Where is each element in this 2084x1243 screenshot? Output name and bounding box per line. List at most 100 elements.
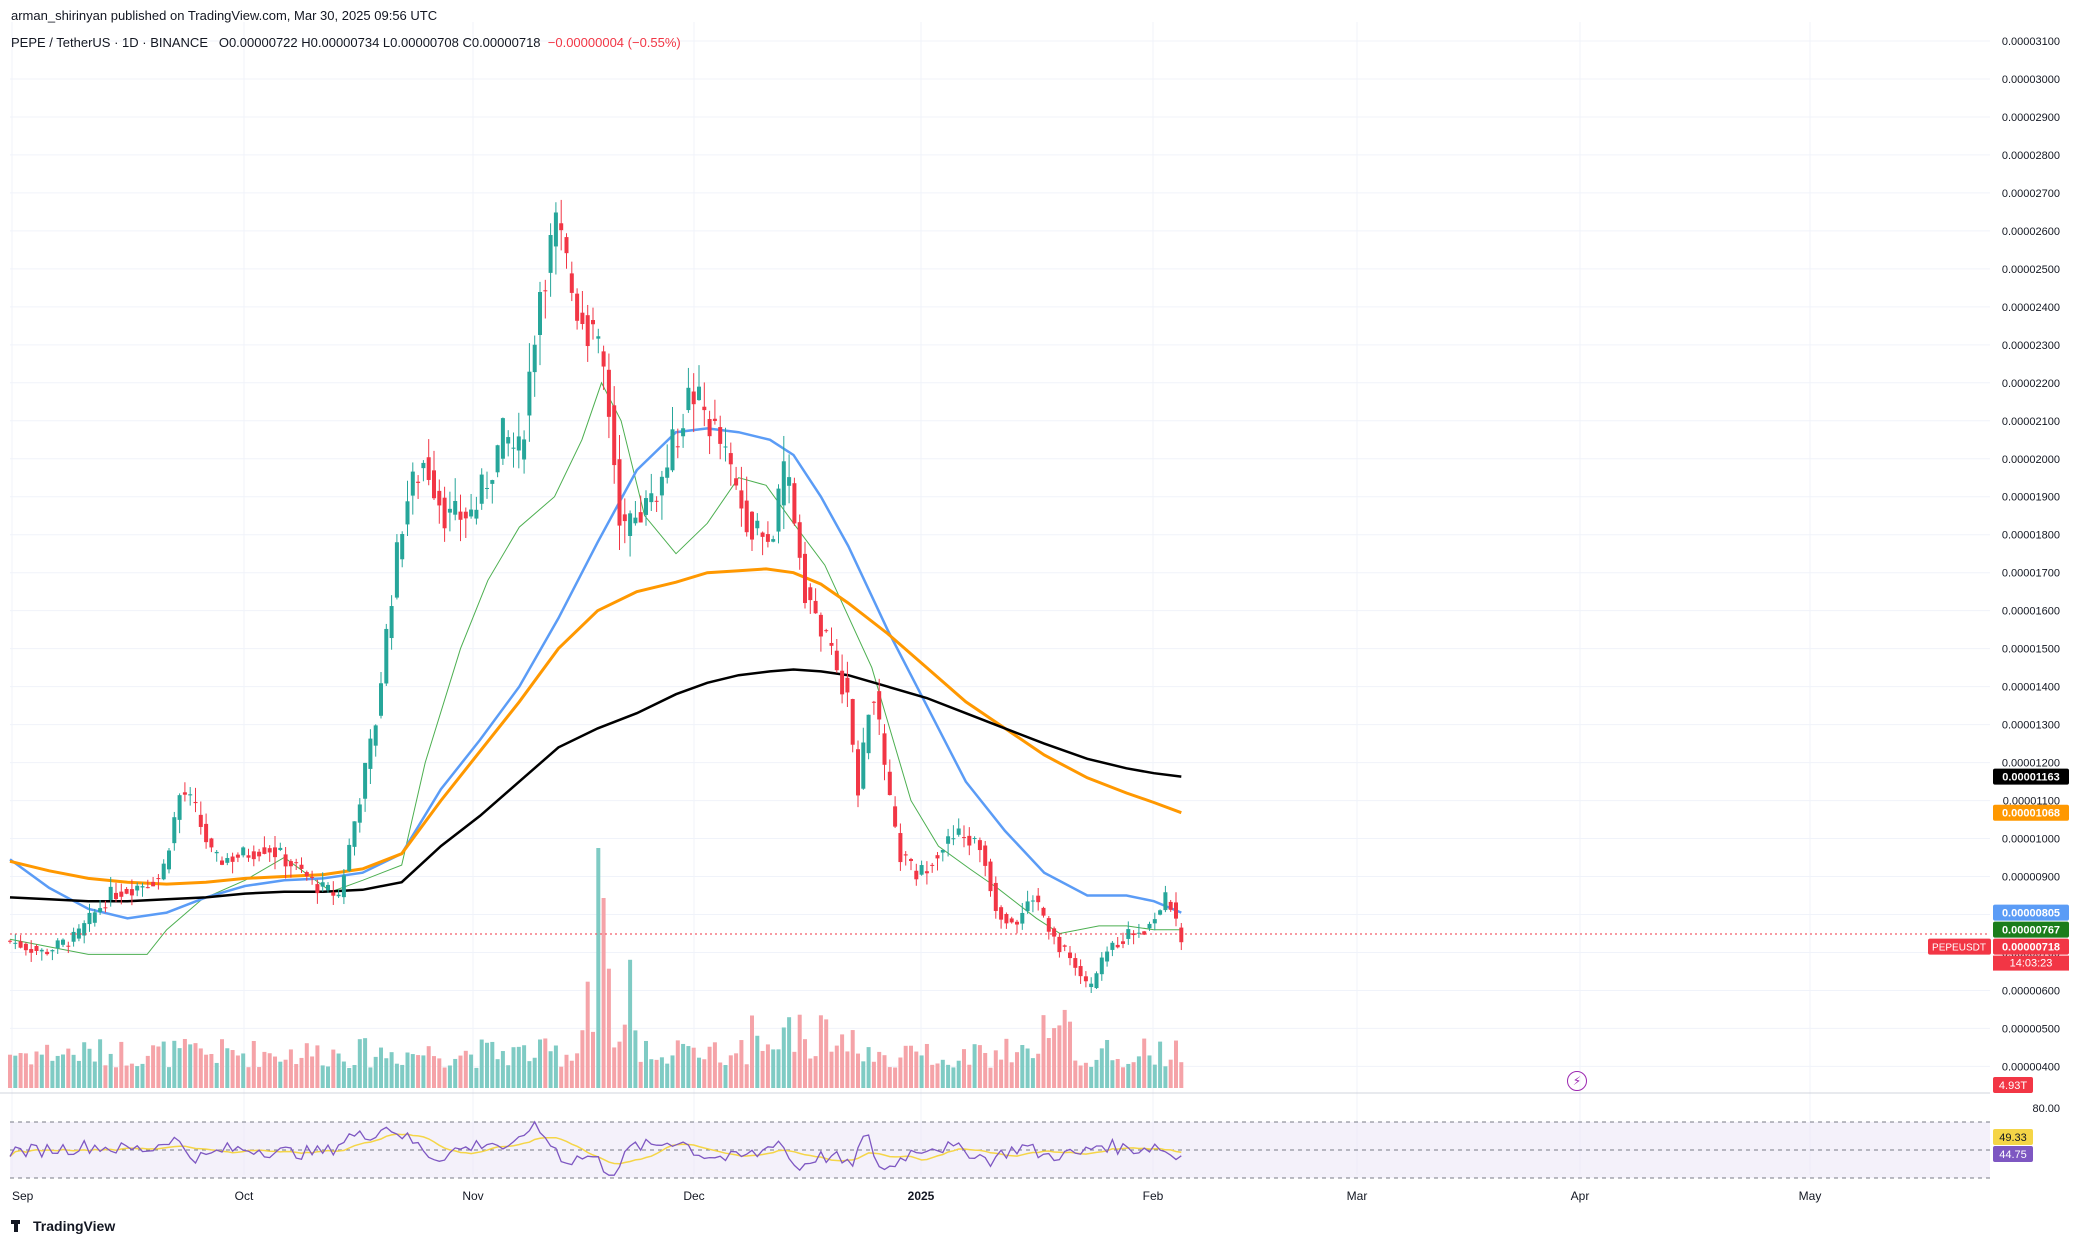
candle-body — [304, 872, 309, 877]
volume-bar — [697, 1057, 701, 1088]
candle-body — [61, 939, 65, 945]
volume-bar — [495, 1059, 500, 1088]
volume-bar — [824, 1019, 829, 1088]
volume-bar — [426, 1046, 431, 1088]
candle-body — [432, 470, 436, 499]
candle-body — [373, 725, 378, 746]
volume-bar — [532, 1057, 537, 1088]
volume-bar — [771, 1049, 776, 1088]
candle-body — [681, 428, 686, 437]
candle-body — [712, 418, 717, 421]
volume-bar — [951, 1067, 956, 1088]
candle-body — [39, 949, 44, 952]
volume-bar — [114, 1067, 118, 1088]
y-tick-label: 0.00002300 — [2002, 340, 2060, 352]
candle-body — [506, 437, 511, 444]
volume-bar — [336, 1053, 341, 1088]
volume-bar — [347, 1067, 352, 1088]
volume-bar — [432, 1056, 436, 1088]
volume-bar — [98, 1039, 103, 1088]
candle-body — [723, 446, 728, 448]
volume-bar — [140, 1063, 145, 1088]
candle-body — [1179, 927, 1184, 943]
volume-bar — [257, 1067, 262, 1088]
volume-bar — [988, 1067, 993, 1088]
candle-body — [161, 863, 166, 880]
candle-body — [172, 817, 177, 844]
volume-bar — [66, 1048, 71, 1088]
candle-body — [728, 453, 733, 465]
y-tick-label: 0.00003100 — [2002, 36, 2060, 48]
candle-body — [55, 940, 60, 949]
volume-bar — [474, 1067, 479, 1088]
volume-bar — [516, 1046, 521, 1088]
x-tick-label: Oct — [235, 1189, 254, 1203]
candle-body — [511, 447, 516, 449]
price-change: −0.00000004 (−0.55%) — [547, 35, 681, 50]
volume-bar — [1131, 1062, 1136, 1088]
candle-body — [956, 828, 961, 835]
candle-body — [877, 691, 882, 720]
y-tick-label: 0.00001500 — [2002, 644, 2060, 656]
candle-body — [538, 292, 542, 335]
candle-body — [781, 461, 786, 506]
candle-body — [1089, 983, 1094, 988]
volume-bar — [182, 1038, 187, 1088]
candle-body — [214, 851, 219, 854]
candle-body — [930, 864, 935, 866]
volume-bar — [681, 1043, 686, 1088]
volume-bar — [352, 1065, 357, 1088]
candle-body — [553, 212, 558, 247]
candle-body — [34, 945, 39, 952]
volume-bar — [553, 1045, 558, 1088]
volume-bar — [654, 1059, 659, 1088]
volume-bar — [384, 1058, 389, 1088]
candle-body — [691, 391, 696, 405]
candle-body — [363, 762, 368, 799]
candle-body — [8, 940, 12, 942]
volume-bar — [379, 1047, 383, 1088]
candle-body — [601, 351, 606, 367]
y-tick-label: 0.00001600 — [2002, 606, 2060, 618]
y-tick-label: 0.00001000 — [2002, 834, 2060, 846]
volume-bar — [50, 1060, 55, 1088]
volume-bar — [23, 1053, 28, 1088]
time-axis: Sep Oct Nov Dec 2025 Feb Mar Apr May — [12, 1189, 1821, 1203]
volume-bar — [739, 1040, 744, 1088]
candle-body — [622, 514, 627, 522]
volume-bar — [606, 968, 611, 1088]
candle-body — [368, 738, 373, 769]
candle-body — [644, 498, 648, 515]
x-tick-label: 2025 — [908, 1189, 935, 1203]
candle-body — [1078, 966, 1083, 977]
volume-bar — [670, 1055, 675, 1088]
volume-bar — [909, 1045, 913, 1088]
y-tick-label: 0.00001300 — [2002, 720, 2060, 732]
volume-bar — [193, 1043, 198, 1088]
candle-body — [972, 838, 977, 840]
volume-bar — [866, 1047, 871, 1088]
candle-body — [659, 476, 664, 496]
candle-body — [1046, 918, 1051, 932]
candle-body — [135, 885, 140, 891]
volume-bar — [728, 1055, 733, 1088]
candle-body — [856, 749, 860, 796]
candle-body — [267, 848, 272, 853]
volume-bar — [580, 1030, 585, 1088]
volume-bar — [1083, 1062, 1088, 1088]
candle-body — [400, 534, 405, 560]
ohlc-values: O0.00000722 H0.00000734 L0.00000708 C0.0… — [218, 35, 541, 50]
volume-bar — [1015, 1052, 1019, 1088]
volume-bar — [235, 1055, 240, 1088]
moving-average-line — [9, 381, 1182, 955]
candle-body — [1126, 929, 1131, 939]
candle-body — [442, 497, 447, 529]
candle-body — [421, 462, 426, 469]
volume-bar — [638, 1061, 643, 1088]
volume-bar — [400, 1064, 405, 1088]
candle-body — [527, 371, 532, 416]
candle-body — [840, 670, 845, 695]
lightning-icon[interactable]: ⚡ — [1567, 1071, 1587, 1091]
volume-bar — [649, 1059, 654, 1088]
